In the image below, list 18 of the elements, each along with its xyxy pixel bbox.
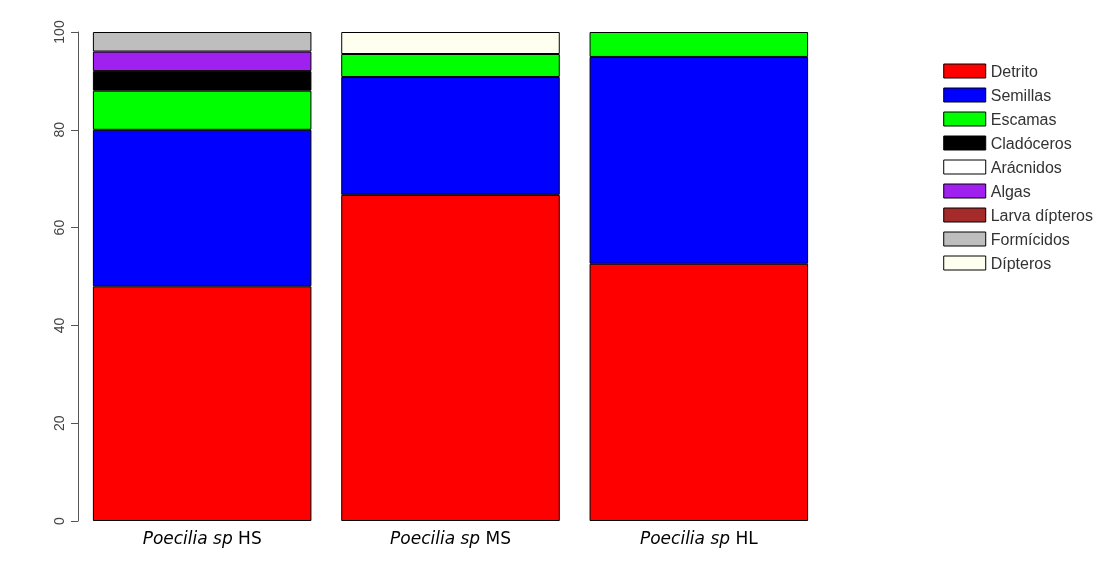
y-tick-label: 0: [51, 516, 67, 525]
y-tick-label: 40: [51, 317, 67, 334]
y-tick-label: 20: [51, 415, 67, 431]
legend-label: Detrito: [990, 62, 1038, 80]
x-tick-label: Poecilia sp MS: [390, 527, 511, 548]
legend-label: Algas: [990, 182, 1031, 200]
legend-label: Formícidos: [990, 230, 1070, 248]
y-tick-label: 80: [51, 121, 67, 138]
legend-label: Escamas: [990, 110, 1057, 128]
legend-label: Cladóceros: [990, 134, 1072, 152]
y-tick-label: 100: [51, 20, 67, 44]
x-tick-label: Poecilia sp HS: [142, 527, 262, 548]
y-tick-label: 60: [51, 219, 67, 236]
legend-label: Dípteros: [990, 254, 1052, 272]
x-tick-label: Poecilia sp HL: [639, 527, 759, 548]
legend-label: Arácnidos: [990, 158, 1062, 176]
legend-label: Larva dípteros: [990, 206, 1093, 224]
legend-label: Semillas: [990, 86, 1052, 104]
